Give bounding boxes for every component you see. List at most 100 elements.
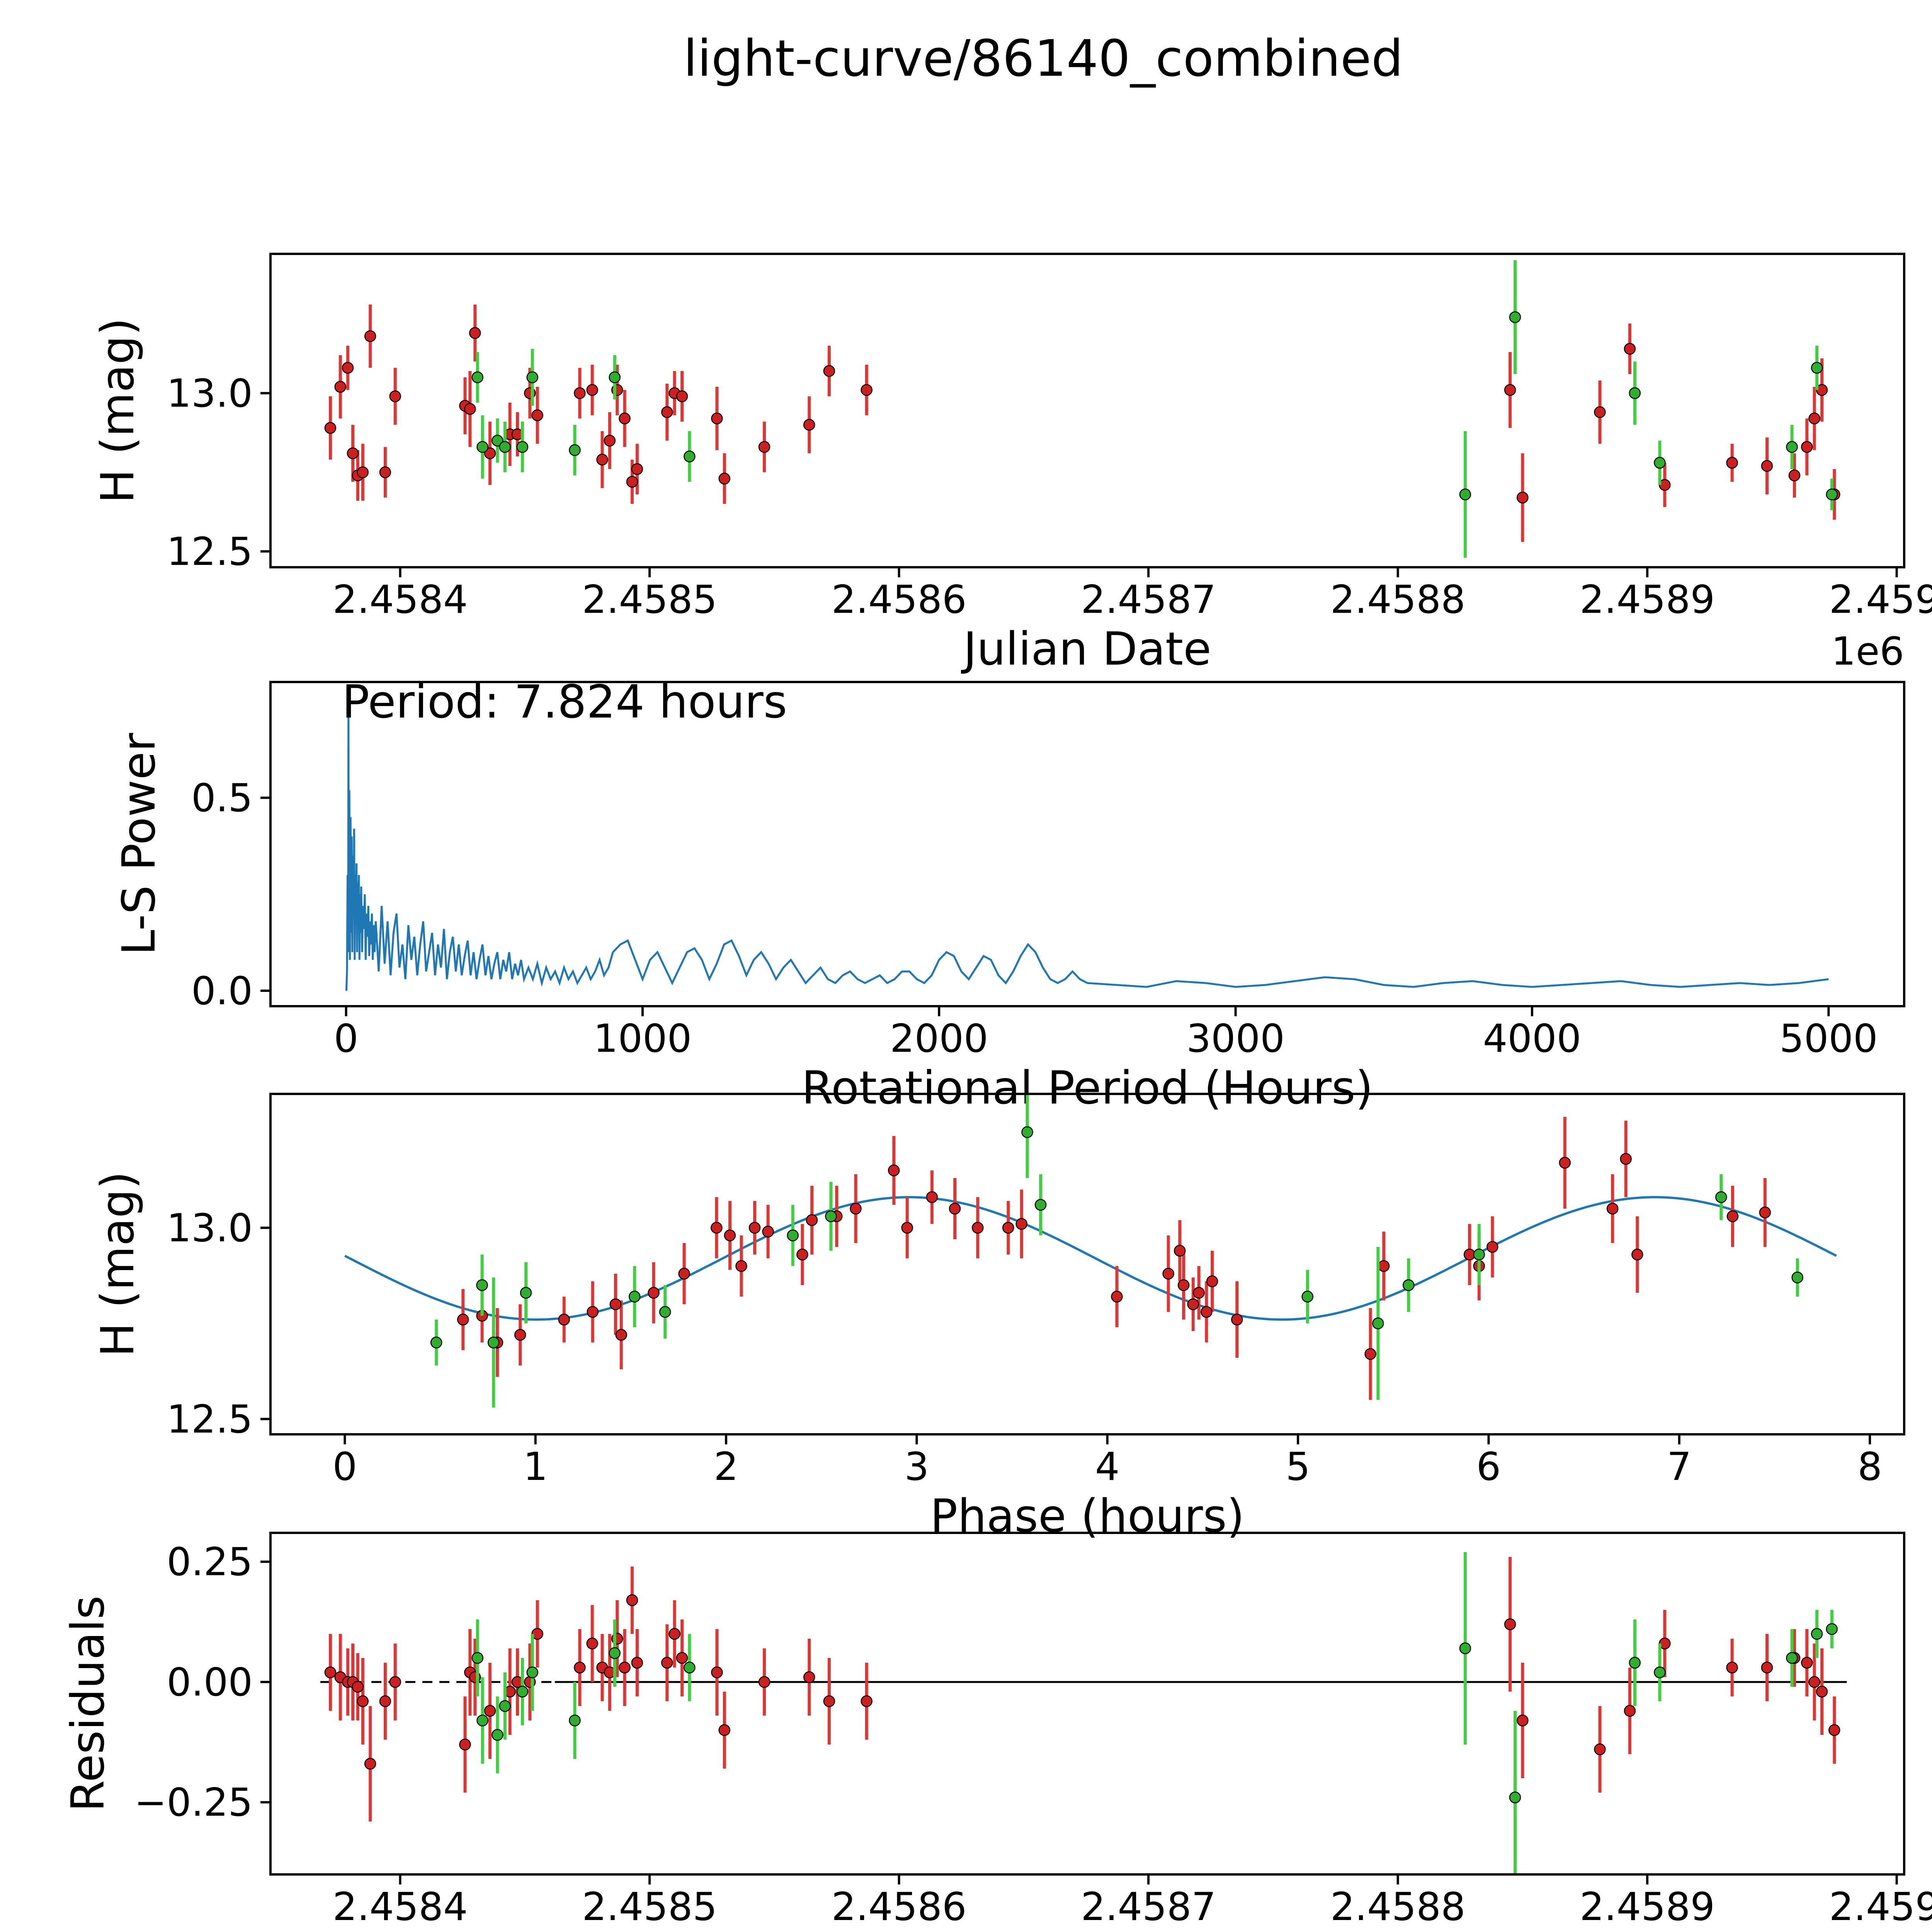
data-point [1808, 412, 1820, 425]
data-point [1372, 1317, 1384, 1330]
timeseries-panel-frame [269, 253, 1905, 568]
x-tick-label: 2.4586 [832, 577, 967, 622]
y-tick-label: 13.0 [167, 371, 253, 416]
data-point [1811, 362, 1823, 374]
data-point [609, 371, 621, 383]
data-point [587, 1306, 599, 1318]
x-tick-label: 7 [1667, 1444, 1692, 1489]
data-point [334, 381, 346, 393]
data-point [1726, 457, 1738, 469]
x-tick-label: 2.4585 [582, 577, 717, 622]
phase-panel-frame [269, 1093, 1905, 1435]
data-point [1826, 488, 1838, 500]
periodogram-panel-axes: 0 1000 2000 3000 4000 5000 0.0 0.5 Rotational Pe… [112, 733, 1878, 1114]
data-point [1761, 460, 1773, 472]
data-point [476, 1279, 488, 1291]
data-point [1509, 1791, 1521, 1804]
data-point [476, 441, 488, 453]
x-tick-label: 2.4588 [1330, 577, 1466, 622]
data-point [1473, 1248, 1485, 1261]
data-point [1726, 1210, 1739, 1223]
data-point [569, 1714, 581, 1726]
periodogram-panel-frame [269, 681, 1905, 1007]
data-point [324, 422, 337, 434]
period-annotation: Period: 7.824 hours [342, 675, 787, 728]
x-tick-label: 0 [333, 1444, 357, 1489]
data-point [758, 1676, 770, 1688]
data-point [711, 1222, 723, 1234]
data-point [631, 1656, 643, 1669]
data-point [806, 1214, 818, 1226]
data-point [1816, 1685, 1828, 1698]
data-point [1629, 387, 1641, 399]
data-point [1624, 343, 1636, 355]
data-point [492, 1729, 503, 1741]
data-point [487, 1337, 500, 1349]
timeseries-panel-series [324, 260, 1840, 558]
data-point [342, 362, 354, 374]
data-point [1759, 1206, 1771, 1219]
y-tick-label: 13.0 [167, 1205, 253, 1250]
timeseries-panel-offset-label: 1e6 [1831, 629, 1904, 674]
data-point [926, 1191, 938, 1203]
data-point [364, 1758, 376, 1770]
ls-power-line [345, 701, 1829, 991]
data-point [787, 1230, 799, 1242]
data-point [626, 476, 638, 488]
data-point [668, 1628, 680, 1640]
data-point [684, 451, 696, 463]
data-point [735, 1260, 747, 1272]
data-point [619, 1662, 631, 1673]
timeseries-panel: 2.4584 2.4585 2.4586 2.4587 2.4588 2.4589 2.45… [91, 253, 1932, 675]
data-point [676, 390, 688, 402]
data-point [484, 1705, 496, 1717]
data-point [499, 1700, 511, 1712]
data-point [684, 1662, 696, 1673]
data-point [1791, 1271, 1803, 1284]
data-point [1606, 1202, 1619, 1215]
data-point [586, 384, 598, 396]
periodogram-panel: 0 1000 2000 3000 4000 5000 0.0 0.5 Rotational Pe… [112, 675, 1905, 1114]
data-point [1808, 1676, 1820, 1688]
y-tick-label: 0.25 [167, 1539, 253, 1585]
residuals-panel-series [320, 1552, 1847, 1874]
data-point [1629, 1656, 1641, 1669]
residuals-panel-ylabel: Residuals [61, 1595, 114, 1812]
data-point [615, 1329, 628, 1341]
x-tick-label: 2.4590 [1829, 577, 1932, 622]
data-point [748, 1222, 761, 1234]
phase-green [430, 1094, 1803, 1408]
data-point [823, 1695, 835, 1708]
data-point [631, 463, 643, 475]
data-point [796, 1248, 808, 1261]
data-point [569, 444, 581, 456]
data-point [718, 1724, 731, 1736]
data-point [1193, 1287, 1205, 1299]
residuals-red [324, 1557, 1840, 1822]
phase-panel: 0 1 2 3 4 5 6 7 8 12.5 13.0 Phase (hours) H (mag) [91, 1093, 1905, 1543]
data-point [803, 1671, 815, 1683]
data-point [861, 1695, 872, 1708]
ls-power [345, 701, 1829, 991]
data-point [1174, 1245, 1186, 1257]
x-tick-label: 1 [523, 1444, 548, 1489]
x-tick-label: 8 [1857, 1444, 1882, 1489]
data-point [1828, 1724, 1840, 1736]
phase-panel-ylabel: H (mag) [91, 1171, 144, 1357]
data-point [1015, 1218, 1028, 1230]
phase-panel-axes: 0 1 2 3 4 5 6 7 8 12.5 13.0 Phase (hours) H (mag) [91, 1171, 1882, 1543]
data-point [457, 1313, 469, 1326]
timeseries-red [324, 304, 1840, 542]
data-point [1811, 1628, 1823, 1640]
data-point [574, 1662, 586, 1673]
x-tick-label: 0 [334, 1016, 359, 1061]
data-point [1231, 1313, 1243, 1326]
x-tick-label: 6 [1476, 1444, 1501, 1489]
data-point [357, 466, 369, 478]
x-tick-label: 4000 [1483, 1016, 1582, 1061]
data-point [471, 371, 484, 383]
data-point [1177, 1279, 1190, 1291]
data-point [861, 384, 872, 396]
data-point [389, 390, 401, 402]
y-tick-label: 12.5 [167, 529, 253, 574]
